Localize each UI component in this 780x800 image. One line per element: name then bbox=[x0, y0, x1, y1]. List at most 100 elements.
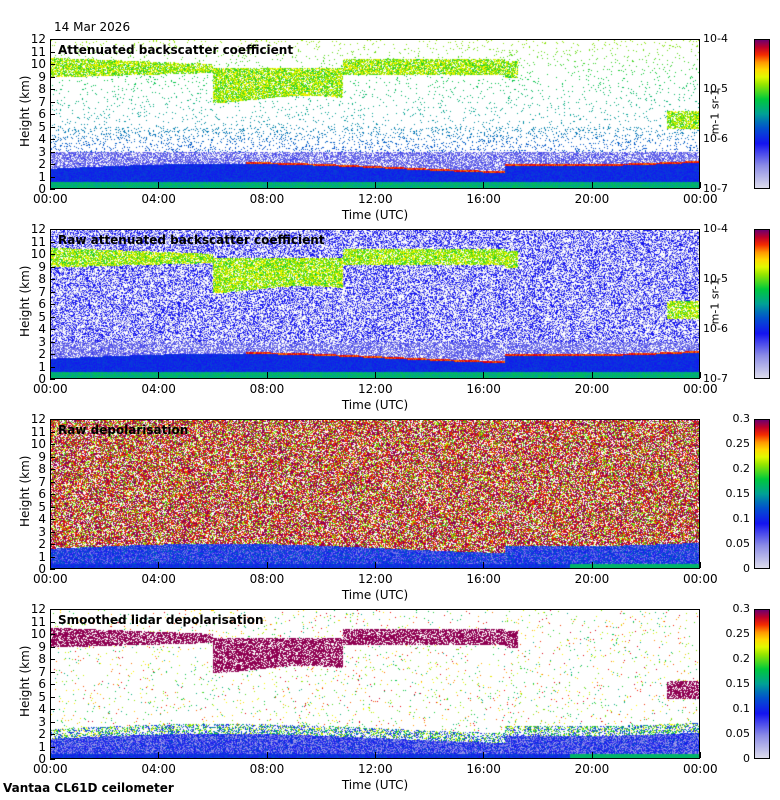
y-tick-mark bbox=[50, 444, 55, 445]
x-tick-mark bbox=[158, 372, 160, 378]
x-tick-mark bbox=[483, 752, 485, 758]
y-tick-mark bbox=[50, 241, 55, 243]
y-tick-mark bbox=[50, 366, 55, 368]
y-tick-label: 2 bbox=[38, 347, 46, 361]
y-tick-label: 1 bbox=[38, 359, 46, 374]
x-tick-mark bbox=[483, 182, 485, 188]
y-tick-label: 9 bbox=[38, 69, 46, 84]
x-axis-label: Time (UTC) bbox=[341, 778, 409, 792]
y-tick-mark bbox=[50, 379, 55, 380]
x-tick-label: 08:00 bbox=[249, 192, 285, 206]
y-tick-mark bbox=[50, 176, 55, 178]
y-tick-mark bbox=[50, 354, 55, 355]
y-tick-mark bbox=[50, 734, 55, 735]
y-tick-label: 5 bbox=[38, 119, 46, 134]
x-tick-mark bbox=[700, 752, 701, 758]
heatmap-panel: Raw depolarisation bbox=[50, 419, 700, 569]
heatmap-image bbox=[51, 420, 699, 568]
y-tick-label: 0 bbox=[38, 562, 46, 576]
x-tick-mark bbox=[158, 752, 160, 758]
x-tick-mark bbox=[266, 752, 268, 758]
y-tick-mark bbox=[50, 671, 55, 673]
y-tick-mark bbox=[50, 329, 55, 330]
y-tick-label: 8 bbox=[38, 82, 46, 96]
y-tick-label: 1 bbox=[38, 169, 46, 184]
colorbar-unit-label: m-1 sr-1 bbox=[708, 278, 722, 325]
x-axis-label: Time (UTC) bbox=[341, 208, 409, 222]
colorbar bbox=[754, 229, 770, 379]
colorbar bbox=[754, 609, 770, 759]
heatmap-panel: Smoothed lidar depolarisation bbox=[50, 609, 700, 759]
heatmap-panel: Attenuated backscatter coefficient bbox=[50, 39, 700, 189]
x-tick-mark bbox=[375, 752, 376, 758]
y-tick-mark bbox=[50, 291, 55, 293]
x-tick-label: 08:00 bbox=[249, 572, 285, 586]
colorbar-tick-label: 0.25 bbox=[725, 627, 751, 640]
y-tick-label: 5 bbox=[38, 309, 46, 324]
y-tick-label: 1 bbox=[38, 549, 46, 564]
y-tick-label: 9 bbox=[38, 639, 46, 654]
x-tick-label: 16:00 bbox=[466, 762, 501, 776]
x-tick-label: 04:00 bbox=[141, 762, 176, 776]
x-tick-mark bbox=[266, 372, 268, 378]
colorbar-tick-label: 0.05 bbox=[725, 727, 751, 740]
y-tick-mark bbox=[50, 621, 55, 623]
x-tick-mark bbox=[700, 562, 701, 568]
y-tick-mark bbox=[50, 51, 55, 53]
y-tick-label: 11 bbox=[30, 234, 46, 249]
colorbar-tick-label: 0.15 bbox=[725, 487, 751, 500]
x-tick-label: 04:00 bbox=[141, 382, 176, 396]
y-tick-label: 8 bbox=[38, 272, 46, 286]
x-tick-mark bbox=[375, 182, 376, 188]
y-tick-label: 4 bbox=[38, 512, 46, 526]
y-tick-label: 6 bbox=[38, 107, 46, 121]
y-tick-mark bbox=[50, 126, 55, 128]
y-tick-label: 8 bbox=[38, 652, 46, 666]
y-tick-mark bbox=[50, 634, 55, 635]
y-tick-mark bbox=[50, 316, 55, 318]
colorbar bbox=[754, 39, 770, 189]
y-tick-label: 6 bbox=[38, 487, 46, 501]
colorbar-tick-label: 10-7 bbox=[703, 372, 728, 385]
panel-title: Raw attenuated backscatter coefficient bbox=[58, 233, 325, 247]
x-tick-label: 16:00 bbox=[466, 572, 501, 586]
x-tick-mark bbox=[700, 372, 701, 378]
y-tick-mark bbox=[50, 556, 55, 558]
x-tick-mark bbox=[591, 372, 593, 378]
x-tick-mark bbox=[375, 372, 376, 378]
y-tick-mark bbox=[50, 89, 55, 90]
colorbar-tick-label: 0.2 bbox=[732, 652, 751, 665]
x-tick-mark bbox=[591, 182, 593, 188]
y-tick-mark bbox=[50, 469, 55, 470]
y-tick-label: 3 bbox=[38, 334, 46, 349]
y-tick-mark bbox=[50, 266, 55, 268]
x-tick-label: 08:00 bbox=[249, 762, 285, 776]
x-tick-label: 12:00 bbox=[358, 572, 393, 586]
x-tick-mark bbox=[50, 752, 51, 758]
x-tick-mark bbox=[700, 182, 701, 188]
y-tick-mark bbox=[50, 304, 55, 305]
x-tick-label: 20:00 bbox=[574, 382, 610, 396]
x-tick-label: 04:00 bbox=[141, 192, 176, 206]
y-tick-mark bbox=[50, 101, 55, 103]
y-tick-mark bbox=[50, 114, 55, 115]
x-tick-label: 08:00 bbox=[249, 382, 285, 396]
colorbar-tick-label: 0 bbox=[743, 562, 750, 575]
y-tick-label: 11 bbox=[30, 44, 46, 59]
x-tick-label: 00:00 bbox=[683, 192, 718, 206]
x-tick-label: 00:00 bbox=[683, 572, 718, 586]
site-label: Vantaa CL61D ceilometer bbox=[3, 781, 174, 795]
x-tick-mark bbox=[483, 372, 485, 378]
panel-title: Raw depolarisation bbox=[58, 423, 189, 437]
y-tick-label: 7 bbox=[38, 94, 46, 109]
y-tick-label: 7 bbox=[38, 284, 46, 299]
y-tick-label: 7 bbox=[38, 474, 46, 489]
panel-title: Attenuated backscatter coefficient bbox=[58, 43, 294, 57]
y-tick-label: 11 bbox=[30, 614, 46, 629]
y-tick-mark bbox=[50, 229, 55, 230]
y-tick-label: 9 bbox=[38, 449, 46, 464]
y-tick-label: 5 bbox=[38, 689, 46, 704]
y-tick-mark bbox=[50, 659, 55, 660]
x-tick-label: 12:00 bbox=[358, 762, 393, 776]
x-tick-label: 00:00 bbox=[33, 382, 68, 396]
